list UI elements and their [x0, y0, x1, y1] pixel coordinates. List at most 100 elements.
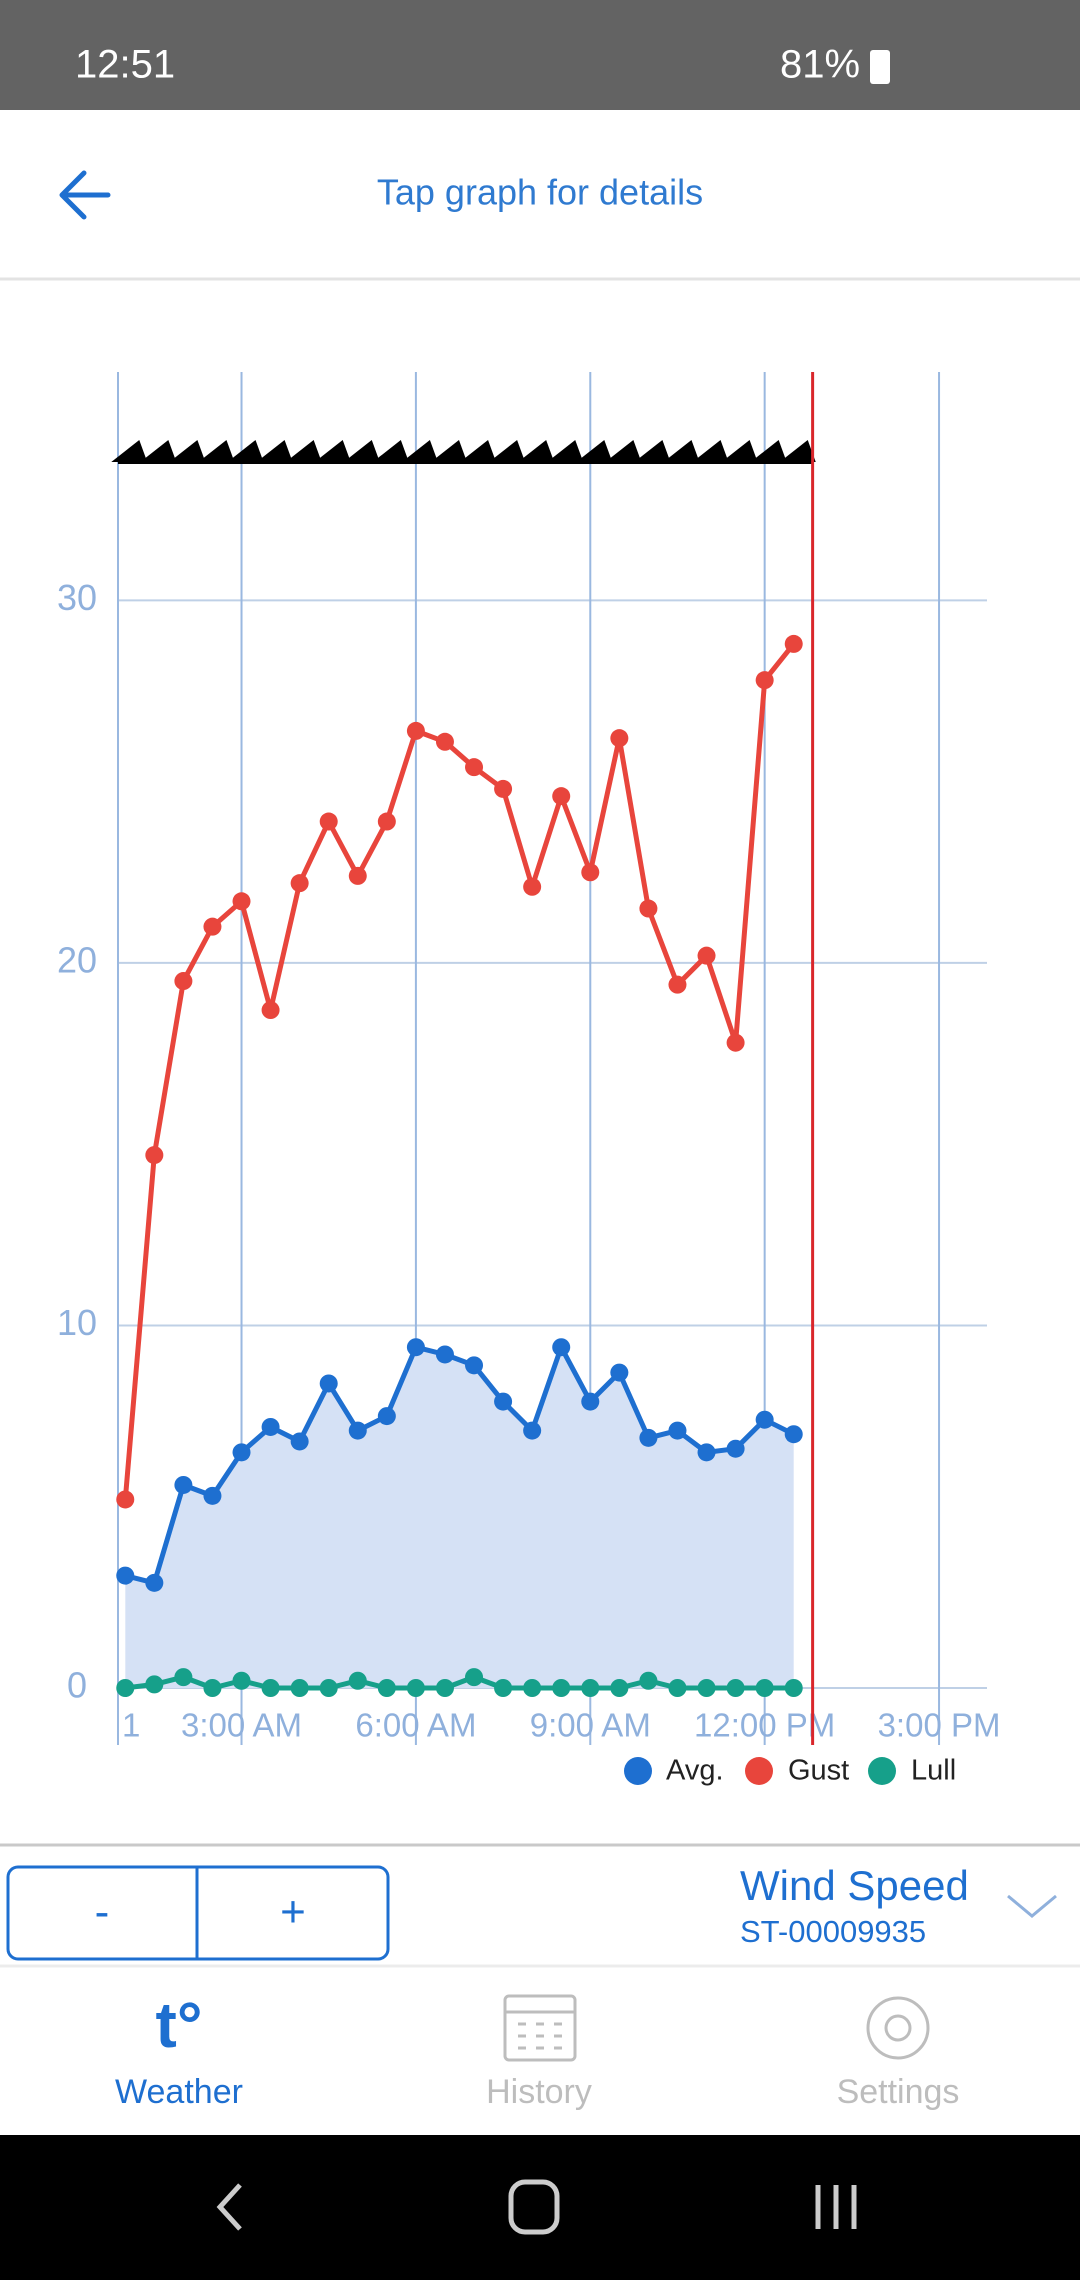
area — [125, 1347, 794, 1688]
point — [145, 1675, 164, 1694]
wind-barb — [140, 440, 177, 462]
point — [116, 1490, 135, 1509]
point — [203, 917, 222, 936]
point — [668, 975, 687, 994]
wind-barb — [663, 440, 700, 462]
point — [668, 1679, 687, 1697]
point — [261, 1001, 280, 1020]
y-tick-label: 20 — [57, 939, 97, 980]
wind-barb — [547, 440, 584, 462]
wind-barb — [518, 440, 555, 462]
point — [290, 1679, 309, 1697]
point — [581, 863, 600, 882]
y-tick-label: 0 — [67, 1665, 87, 1706]
wind-barb — [343, 440, 380, 462]
point — [348, 1671, 367, 1690]
point — [697, 946, 716, 965]
metric-selector[interactable]: Wind Speed — [740, 1862, 969, 1909]
point — [174, 1668, 193, 1687]
point — [174, 1475, 193, 1494]
x-tick-label: 3:00 AM — [181, 1707, 302, 1744]
point — [435, 1345, 454, 1364]
sys-back[interactable] — [216, 2183, 242, 2231]
point — [406, 1679, 425, 1697]
point — [668, 1421, 687, 1440]
nav-history[interactable]: History — [486, 2073, 592, 2111]
point — [348, 866, 367, 885]
point — [116, 1679, 135, 1697]
zoom-in-button[interactable]: + — [280, 1888, 306, 1937]
point — [523, 1421, 542, 1440]
point — [465, 1356, 484, 1375]
battery-icon — [870, 50, 890, 84]
point — [726, 1679, 745, 1697]
point — [784, 1679, 803, 1697]
point — [406, 1338, 425, 1357]
x-tick-label: 9:00 AM — [530, 1707, 651, 1744]
point — [784, 1425, 803, 1444]
settings-icon[interactable] — [866, 1996, 930, 2060]
y-tick-label: 10 — [57, 1302, 97, 1343]
x-tick-label: 3:00 PM — [878, 1707, 1001, 1744]
point — [435, 1679, 454, 1697]
bottom-nav — [0, 1965, 1080, 2135]
point — [639, 899, 658, 918]
point — [755, 671, 774, 690]
point — [377, 812, 396, 831]
zoom-out-button[interactable]: - — [95, 1888, 110, 1937]
wind-barb — [576, 440, 613, 462]
back-button[interactable] — [59, 170, 111, 220]
point — [319, 812, 338, 831]
point — [552, 787, 571, 806]
point — [610, 1679, 629, 1697]
point — [116, 1566, 135, 1585]
point — [465, 758, 484, 777]
point — [523, 877, 542, 896]
nav-weather[interactable]: Weather — [115, 2073, 243, 2111]
wind-barb — [372, 440, 409, 462]
wind-barb — [430, 440, 467, 462]
metric-dropdown[interactable] — [1007, 1894, 1057, 1918]
legend-label: Avg. — [666, 1755, 724, 1787]
wind-barb — [111, 440, 148, 462]
point — [581, 1392, 600, 1411]
point — [494, 1679, 513, 1697]
legend-marker — [745, 1757, 773, 1785]
legend-marker — [868, 1757, 896, 1785]
wind-barb — [169, 440, 206, 462]
header-title: Tap graph for details — [377, 172, 703, 213]
point — [232, 1671, 251, 1690]
wind-barb — [779, 440, 816, 462]
x-tick-label: 1 — [122, 1707, 140, 1744]
point — [552, 1679, 571, 1697]
point — [377, 1679, 396, 1697]
wind-barb — [605, 440, 642, 462]
wind-barb — [198, 440, 235, 462]
nav-settings[interactable]: Settings — [837, 2073, 960, 2111]
point — [726, 1439, 745, 1458]
weather-icon[interactable]: t° — [156, 1989, 203, 2061]
point — [552, 1338, 571, 1357]
point — [610, 1363, 629, 1382]
sys-home[interactable] — [508, 2179, 560, 2235]
point — [494, 779, 513, 798]
point — [377, 1407, 396, 1426]
point — [290, 874, 309, 893]
point — [232, 1443, 251, 1462]
wind-barb — [227, 440, 264, 462]
legend-label: Gust — [788, 1755, 849, 1787]
history-icon[interactable] — [503, 1994, 577, 2062]
point — [639, 1428, 658, 1447]
point — [145, 1573, 164, 1592]
wind-barb — [750, 440, 787, 462]
point — [261, 1417, 280, 1436]
legend-label: Lull — [911, 1755, 956, 1787]
point — [581, 1679, 600, 1697]
y-tick-label: 30 — [57, 577, 97, 618]
header — [0, 110, 1080, 278]
sys-recents[interactable] — [815, 2185, 857, 2229]
point — [726, 1033, 745, 1052]
